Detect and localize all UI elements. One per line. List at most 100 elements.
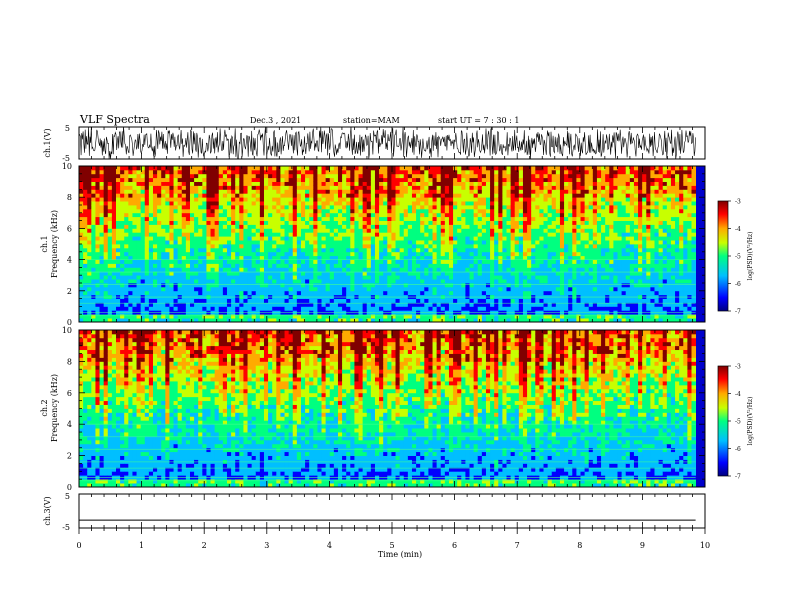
spectrogram-cell xyxy=(124,263,129,268)
spectrogram-cell xyxy=(111,306,117,311)
spectrogram-cell xyxy=(362,314,368,319)
spectrogram-cell xyxy=(453,169,458,175)
spectrogram-cell xyxy=(218,251,224,257)
spectrogram-cell xyxy=(255,212,261,218)
spectrogram-cell xyxy=(420,244,425,249)
spectrogram-cell xyxy=(453,212,458,218)
spectrogram-cell xyxy=(527,216,532,221)
figure-title: VLF Spectra xyxy=(79,113,150,126)
spectrogram-cell xyxy=(124,244,129,249)
spectrogram-cell xyxy=(481,267,487,272)
spectrogram-cell xyxy=(399,189,405,194)
spectrogram-cell xyxy=(222,251,228,257)
spectrogram-cell xyxy=(321,244,327,249)
spectrogram-cell xyxy=(300,208,306,214)
spectrogram-cell xyxy=(251,224,257,229)
spectrogram-cell xyxy=(231,208,236,214)
spectrogram-cell xyxy=(243,271,248,276)
spectrogram-cell xyxy=(584,197,590,202)
spectrogram-cell xyxy=(284,212,290,218)
spectrogram-cell xyxy=(432,263,438,268)
spectrogram-cell xyxy=(333,318,339,322)
spectrogram-cell xyxy=(284,224,290,229)
spectrogram-cell xyxy=(317,259,322,264)
spectrogram-cell xyxy=(243,290,248,296)
spectrogram-cell xyxy=(337,181,343,186)
spectrogram-cell xyxy=(222,212,228,218)
spectrogram-cell xyxy=(539,283,544,288)
spectrogram-cell xyxy=(547,267,553,272)
spectrogram-cell xyxy=(210,197,216,202)
spectrogram-cell xyxy=(222,247,228,253)
spectrogram-cell xyxy=(399,216,405,221)
spectrogram-cell xyxy=(350,228,355,233)
spectrogram-cell xyxy=(420,255,425,260)
spectrogram-cell xyxy=(305,169,310,175)
spectrogram-cell xyxy=(259,205,265,210)
spectrogram-cell xyxy=(103,275,109,280)
spectrogram-cell xyxy=(91,298,96,303)
spectrogram-cell xyxy=(251,201,257,206)
spectrogram-cell xyxy=(288,173,294,179)
spectrogram-cell xyxy=(453,255,458,260)
spectrogram-cell xyxy=(165,263,170,268)
spectrogram-cell xyxy=(321,283,327,288)
spectrogram-cell xyxy=(379,181,384,186)
spectrogram-cell xyxy=(276,181,281,186)
spectrogram-cell xyxy=(165,318,170,322)
spectrogram-cell xyxy=(152,298,158,303)
spectrogram-cell xyxy=(416,216,421,221)
spectrogram-cell xyxy=(157,302,162,307)
spectrogram-cell xyxy=(485,166,491,171)
spectrogram-cell xyxy=(407,240,413,245)
spectrogram-cell xyxy=(366,251,372,257)
spectrogram-cell xyxy=(555,169,561,175)
spectrogram-cell xyxy=(152,205,158,210)
spectrogram-cell xyxy=(547,275,553,280)
spectrogram-cell xyxy=(255,166,261,171)
spectrogram-cell xyxy=(444,169,450,175)
spectrogram-cell xyxy=(506,228,512,233)
spectrogram-cell xyxy=(325,208,331,214)
spectrogram-cell xyxy=(448,197,454,202)
spectrogram-cell xyxy=(91,185,96,190)
spectrogram-cell xyxy=(132,240,137,245)
spectrogram-cell xyxy=(251,193,257,198)
spectrogram-cell xyxy=(535,267,540,272)
spectrogram-cell xyxy=(325,286,331,292)
spectrogram-cell xyxy=(391,302,396,307)
spectrogram-cell xyxy=(555,244,561,249)
spectrogram-cell xyxy=(235,228,240,233)
spectrogram-cell xyxy=(366,267,372,272)
spectrogram-cell xyxy=(481,263,487,268)
spectrogram-cell xyxy=(420,306,425,311)
spectrogram-cell xyxy=(576,216,581,221)
spectrogram-cell xyxy=(416,205,421,210)
spectrogram-cell xyxy=(420,173,425,179)
spectrogram-cell xyxy=(518,208,524,214)
spectrogram-cell xyxy=(251,216,257,221)
spectrogram-cell xyxy=(411,208,417,214)
spectrogram-cell xyxy=(161,197,166,202)
spectrogram-cell xyxy=(309,228,314,233)
spectrogram-cell xyxy=(165,197,170,202)
spectrogram-cell xyxy=(247,306,253,311)
spectrogram-cell xyxy=(152,232,158,237)
spectrogram-cell xyxy=(564,290,569,296)
spectrogram-cell xyxy=(132,267,137,272)
spectrogram-cell xyxy=(428,298,433,303)
spectrogram-cell xyxy=(189,298,195,303)
spectrogram-cell xyxy=(128,259,133,264)
spectrogram-cell xyxy=(255,240,261,245)
spectrogram-cell xyxy=(350,271,355,276)
spectrogram-cell xyxy=(580,166,586,171)
spectrogram-cell xyxy=(202,263,207,268)
spectrogram-cell xyxy=(140,220,146,225)
spectrogram-cell xyxy=(124,216,129,221)
spectrogram-cell xyxy=(448,283,454,288)
spectrogram-cell xyxy=(432,220,438,225)
spectrogram-cell xyxy=(309,283,314,288)
spectrogram-cell xyxy=(325,212,331,218)
spectrogram-cell xyxy=(428,236,433,241)
spectrogram-cell xyxy=(194,306,199,311)
